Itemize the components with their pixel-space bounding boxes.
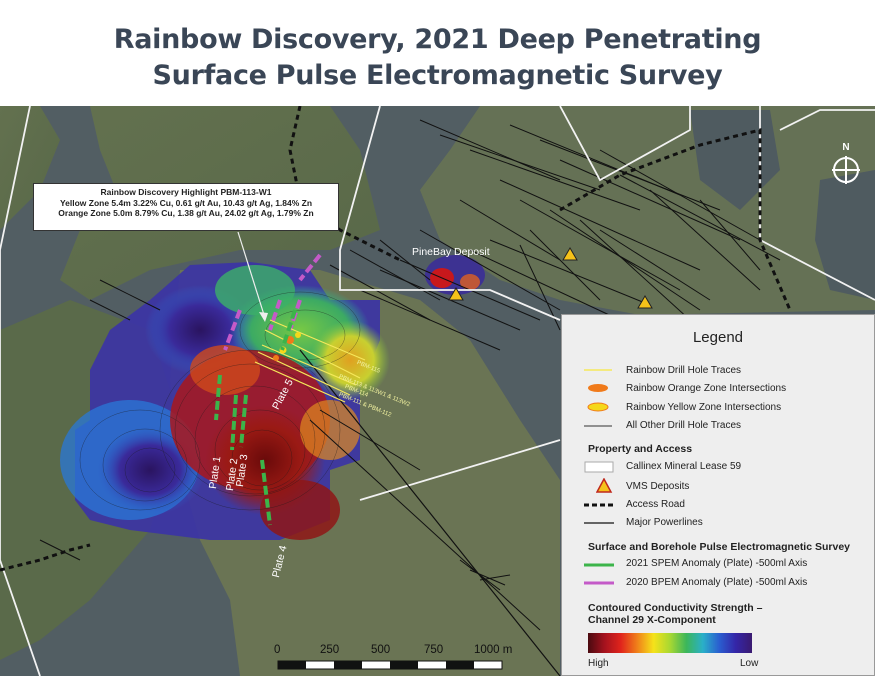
callout-heading: Rainbow Discovery Highlight PBM-113-W1 <box>100 187 272 197</box>
scale-label-1000: 1000 m <box>474 644 513 656</box>
other-drill-symbol <box>584 425 612 427</box>
legend-heading-survey: Surface and Borehole Pulse Electromagnet… <box>588 541 851 553</box>
scale-bar <box>277 660 503 670</box>
conductivity-color-ramp <box>588 633 752 653</box>
legend-item-spem: 2021 SPEM Anomaly (Plate) -500ml Axis <box>626 558 808 569</box>
page-title-line-1: Rainbow Discovery, 2021 Deep Penetrating <box>113 24 762 55</box>
orange-zone-symbol <box>588 384 608 392</box>
legend-heading-property: Property and Access <box>588 443 693 455</box>
legend-item-powerline: Major Powerlines <box>626 517 703 528</box>
callout-pointer <box>237 231 268 322</box>
access-road-symbol <box>584 503 614 507</box>
legend-title: Legend <box>692 329 744 346</box>
legend-item-orange-zone: Rainbow Orange Zone Intersections <box>626 383 787 394</box>
scale-label-750: 750 <box>424 644 444 656</box>
lease-boundary-symbol <box>584 461 614 473</box>
legend-item-lease: Callinex Mineral Lease 59 <box>626 461 742 472</box>
north-arrow: N <box>828 142 864 186</box>
pinebay-deposit-anomaly <box>425 255 485 295</box>
land-northwest <box>0 106 60 230</box>
powerline-symbol <box>584 522 614 524</box>
rainbow-drill-symbol <box>584 369 612 371</box>
scale-label-500: 500 <box>371 644 391 656</box>
spem-symbol <box>584 563 614 567</box>
scale-label-250: 250 <box>320 644 340 656</box>
other-drill-holes <box>39 119 781 631</box>
north-label: N <box>842 142 850 153</box>
legend-item-other-drill: All Other Drill Hole Traces <box>626 420 742 431</box>
compass-icon <box>832 156 860 184</box>
page-title-line-2: Surface Pulse Electromagnetic Survey <box>152 60 723 91</box>
map-view[interactable]: Plate 1 Plate 2 Plate 3 Plate 4 Plate 5 … <box>0 106 875 676</box>
vms-deposits <box>448 247 653 309</box>
legend-item-yellow-zone: Rainbow Yellow Zone Intersections <box>626 402 782 413</box>
legend-item-road: Access Road <box>626 499 685 510</box>
ramp-low-label: Low <box>740 658 759 669</box>
legend-item-bpem: 2020 BPEM Anomaly (Plate) -500ml Axis <box>626 577 808 588</box>
major-powerline <box>299 349 561 676</box>
callout-yellow-zone: Yellow Zone 5.4m 3.22% Cu, 0.61 g/t Au, … <box>59 197 313 208</box>
map-canvas <box>0 106 875 676</box>
callout-orange-zone: Orange Zone 5.0m 8.79% Cu, 1.38 g/t Au, … <box>58 208 314 218</box>
zone-intersections <box>273 332 301 361</box>
spem-anomaly-plates <box>214 309 297 526</box>
bpem-symbol <box>584 581 614 585</box>
legend-heading-conductivity-1: Contoured Conductivity Strength – <box>588 602 763 614</box>
scale-label-0: 0 <box>274 644 281 656</box>
legend-item-rainbow-drill: Rainbow Drill Hole Traces <box>626 365 742 376</box>
conductivity-plume <box>60 262 390 540</box>
yellow-zone-symbol <box>587 402 609 412</box>
legend-panel: Legend Rainbow Drill Hole Traces Rainbow… <box>561 314 875 676</box>
title-area: Rainbow Discovery, 2021 Deep Penetrating… <box>0 0 875 106</box>
highlight-callout: Rainbow Discovery Highlight PBM-113-W1 Y… <box>33 183 339 231</box>
lake-east <box>815 170 875 300</box>
pinebay-deposit-label: PineBay Deposit <box>412 246 490 258</box>
vms-deposit-symbol <box>596 478 613 493</box>
legend-item-vms: VMS Deposits <box>626 481 690 492</box>
lake-northeast <box>690 110 780 210</box>
legend-heading-conductivity-2: Channel 29 X-Component <box>588 614 716 626</box>
ramp-high-label: High <box>588 658 609 669</box>
